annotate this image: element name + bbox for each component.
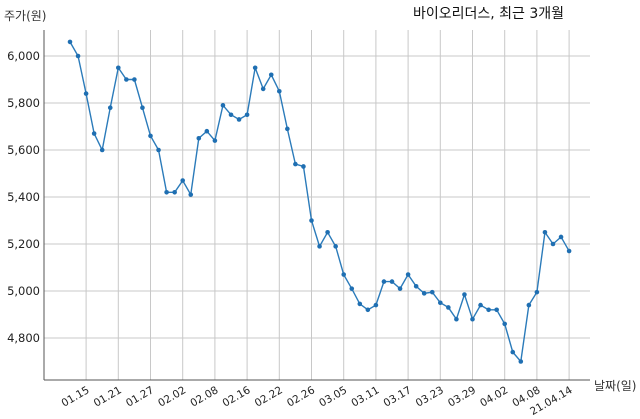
x-axis-label: 날짜(일)	[594, 379, 636, 393]
y-tick-label: 5,600	[7, 143, 40, 157]
data-point	[140, 105, 145, 110]
data-point	[381, 279, 387, 284]
x-tick-labels: 01.15 01.21 01.27 02.02 02.08 02.16 02.22 02.26…	[60, 384, 575, 418]
x-tick-label: 02.16	[221, 384, 253, 410]
data-point	[75, 53, 81, 59]
data-point	[67, 39, 73, 45]
data-point	[99, 147, 105, 153]
y-tick-label: 5,800	[7, 96, 40, 110]
data-point	[486, 307, 491, 313]
data-point	[405, 272, 411, 277]
price-series-line	[69, 41, 570, 364]
y-tick-label: 5,200	[7, 237, 40, 251]
data-point	[301, 164, 306, 169]
x-tick-label: 01.27	[124, 384, 156, 409]
data-point	[462, 292, 467, 297]
data-point	[277, 88, 282, 94]
data-point	[260, 86, 266, 92]
data-point	[421, 291, 427, 296]
data-point	[124, 77, 129, 82]
data-point	[220, 103, 226, 108]
x-tick-label: 01.15	[60, 384, 92, 409]
y-tick-label: 6,000	[7, 49, 40, 63]
x-tick-label: 03.05	[317, 384, 349, 409]
data-point	[317, 244, 322, 249]
y-tick-labels: 4,800 5,000 5,200 5,400 5,600 5,800 6,000	[7, 49, 40, 345]
data-point	[429, 289, 435, 295]
y-tick-label: 5,400	[7, 190, 40, 204]
data-point	[156, 147, 161, 153]
data-point	[91, 131, 97, 136]
data-point	[285, 126, 290, 132]
price-data-points	[67, 39, 572, 364]
x-tick-label: 02.08	[188, 384, 220, 409]
data-point	[325, 229, 330, 235]
data-point	[164, 190, 169, 195]
data-point	[212, 138, 218, 143]
data-point	[558, 234, 564, 240]
data-point	[188, 192, 194, 197]
data-point	[357, 301, 363, 307]
data-point	[446, 305, 451, 310]
axes	[43, 30, 590, 381]
data-point	[244, 112, 250, 118]
data-point	[413, 284, 419, 289]
data-point	[478, 302, 483, 308]
x-tick-label: 04.02	[478, 384, 510, 409]
x-tick-label: 03.17	[382, 384, 414, 409]
data-point	[172, 190, 177, 195]
data-point	[566, 248, 572, 254]
data-point	[542, 229, 548, 235]
data-point	[132, 77, 137, 82]
data-point	[341, 272, 347, 277]
data-point	[494, 307, 499, 313]
data-point	[349, 286, 355, 291]
data-point	[365, 307, 371, 313]
data-point	[196, 135, 202, 141]
data-point	[116, 65, 121, 71]
x-tick-label: 02.22	[253, 384, 285, 409]
data-point	[389, 279, 395, 284]
data-point	[502, 321, 508, 327]
data-point	[518, 359, 524, 364]
x-tick-label: 03.29	[446, 384, 478, 409]
data-point	[438, 300, 443, 306]
data-point	[268, 72, 274, 78]
x-tick-label: 02.26	[285, 384, 317, 410]
data-point	[148, 133, 153, 139]
data-point	[333, 244, 338, 249]
data-point	[550, 241, 556, 247]
data-point	[373, 302, 379, 308]
y-axis-label: 주가(원)	[4, 9, 46, 23]
data-point	[454, 316, 459, 322]
x-tick-label: 02.02	[156, 384, 188, 409]
data-point	[83, 91, 89, 96]
data-point	[309, 218, 314, 223]
y-tick-label: 5,000	[7, 284, 40, 298]
data-point	[204, 128, 210, 134]
data-point	[470, 316, 475, 322]
data-point	[252, 65, 258, 71]
data-point	[180, 178, 185, 183]
data-point	[526, 302, 532, 308]
data-point	[107, 105, 113, 110]
data-point	[534, 289, 540, 295]
data-point	[228, 112, 234, 118]
y-tick-label: 4,800	[7, 331, 40, 345]
data-point	[293, 161, 298, 167]
chart-title: 바이오리더스, 최근 3개월	[413, 6, 564, 22]
data-point	[397, 286, 403, 291]
x-tick-label: 03.11	[349, 384, 381, 409]
data-point	[236, 117, 242, 122]
x-tick-label: 01.21	[92, 384, 124, 409]
data-point	[510, 349, 516, 355]
grid-lines	[44, 30, 590, 380]
x-tick-label: 03.23	[414, 384, 446, 409]
